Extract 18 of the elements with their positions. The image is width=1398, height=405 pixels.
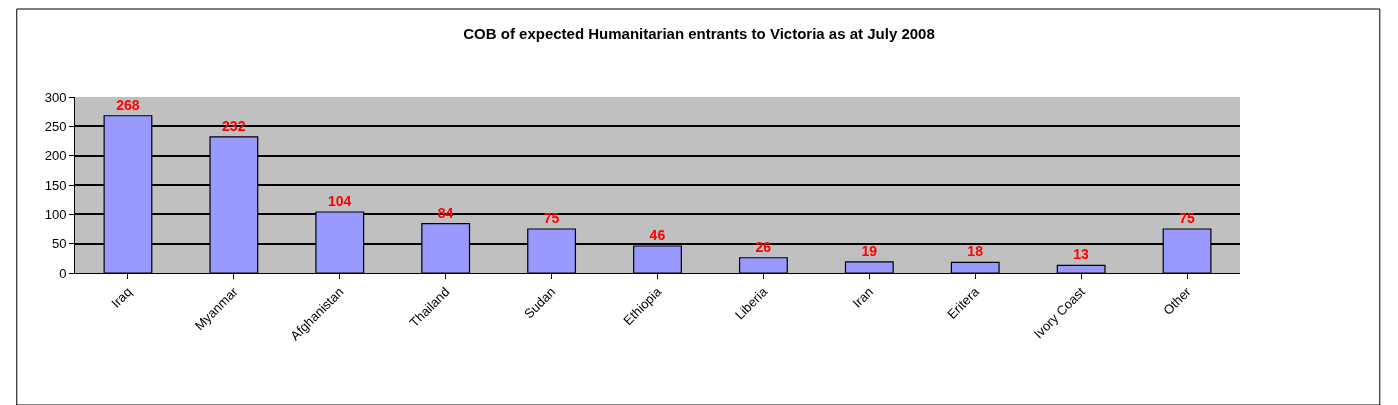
data-label: 19: [861, 242, 878, 259]
x-tick-label: Iraq: [108, 284, 135, 311]
y-tick-label: 100: [44, 206, 67, 222]
data-label: 18: [967, 243, 984, 260]
y-tick-label: 300: [44, 89, 67, 105]
data-label: 75: [543, 210, 560, 226]
data-label: 46: [649, 227, 666, 244]
y-tick-label: 250: [44, 118, 67, 134]
y-tick-label: 50: [51, 236, 67, 252]
data-label: 268: [116, 96, 140, 113]
x-tick-label: Iran: [849, 284, 877, 311]
data-label: 104: [327, 192, 352, 209]
data-label: 75: [1179, 210, 1195, 226]
y-tick-label: 0: [59, 265, 67, 281]
chart-title: COB of expected Humanitarian entrants to Victoria as at July 2008: [463, 24, 935, 42]
y-tick-label: 200: [44, 148, 67, 164]
y-tick-label: 150: [44, 177, 67, 193]
data-label: 13: [1073, 246, 1090, 263]
